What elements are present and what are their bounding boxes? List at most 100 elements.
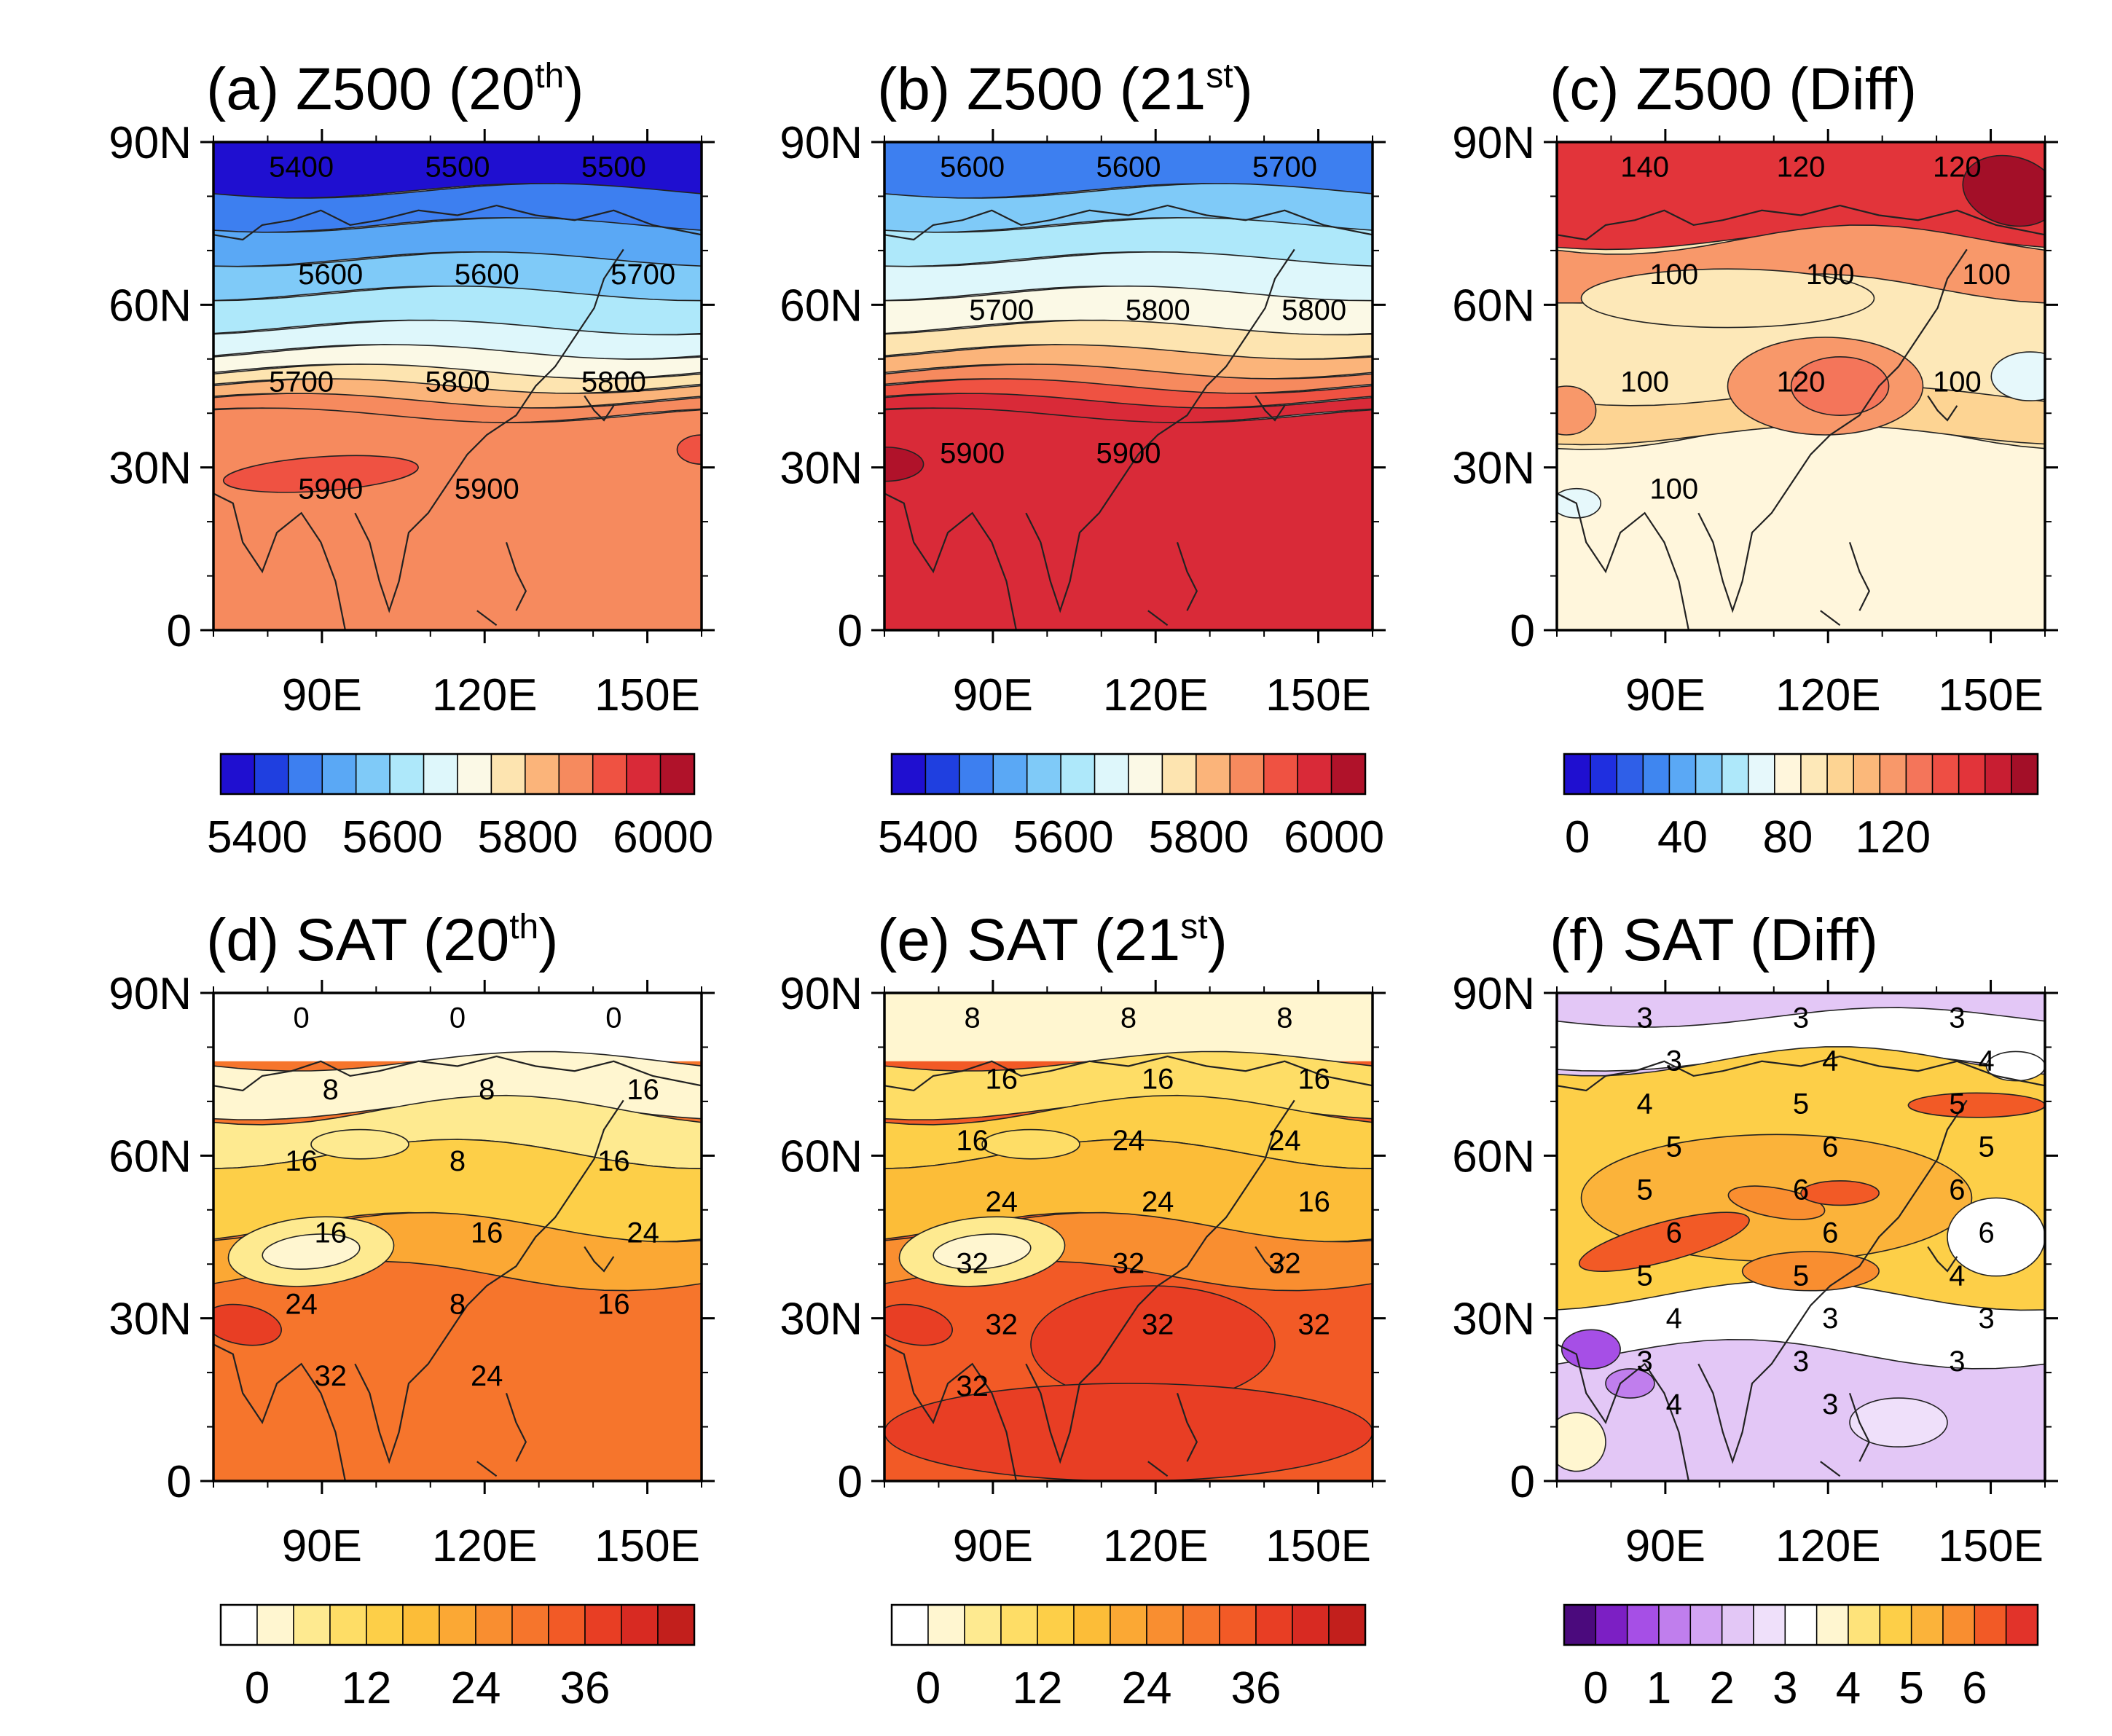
contour-label: 24 xyxy=(986,1186,1018,1218)
contour-label: 3 xyxy=(1666,1045,1682,1077)
x-tick-label: 120E xyxy=(1775,670,1881,720)
colorbar-swatch xyxy=(1255,1604,1293,1646)
colorbar-swatch xyxy=(1094,753,1129,795)
y-tick-label: 0 xyxy=(838,606,863,656)
colorbar-label: 120 xyxy=(1856,812,1931,863)
colorbar-label: 5600 xyxy=(1013,812,1114,863)
hot-region xyxy=(884,1383,1373,1481)
colorbar-swatch xyxy=(1590,753,1617,795)
coastline xyxy=(1820,1461,1841,1477)
x-tick-label: 150E xyxy=(1265,670,1371,720)
contour-label: 100 xyxy=(1649,474,1698,506)
colorbar-swatch xyxy=(1958,753,1986,795)
colorbar-swatch xyxy=(1263,753,1298,795)
contour-label: 32 xyxy=(1112,1247,1145,1279)
colorbar-swatch xyxy=(293,1604,331,1646)
colorbar-swatch xyxy=(659,753,695,795)
contour-label: 5800 xyxy=(1126,294,1190,326)
contour-label: 4 xyxy=(1978,1045,1994,1077)
contour-label: 32 xyxy=(315,1360,348,1392)
contour-label: 5500 xyxy=(581,152,646,184)
coastline xyxy=(505,1393,527,1462)
colorbar-swatch xyxy=(592,753,627,795)
colorbar-frame xyxy=(219,753,696,796)
high-anomaly-region xyxy=(222,455,419,493)
colorbar-swatch xyxy=(1848,1604,1881,1646)
panel-title-main: (b) Z500 (21 xyxy=(877,56,1206,122)
panel-title: (a) Z500 (20th) xyxy=(206,56,584,122)
contour-label: 3 xyxy=(1793,1002,1809,1034)
contour-label: 32 xyxy=(1298,1309,1330,1341)
colorbar-swatch xyxy=(1219,1604,1257,1646)
x-tick-label: 150E xyxy=(1938,1521,2044,1571)
colorbar-swatch xyxy=(891,753,927,795)
contour-label: 120 xyxy=(1777,366,1826,398)
contour-region xyxy=(310,1128,409,1160)
coastline xyxy=(1025,1099,1295,1464)
contour-label: 3 xyxy=(1636,1002,1652,1034)
contour-label: 5900 xyxy=(298,474,363,506)
contour-label: 16 xyxy=(471,1217,503,1249)
colorbar-swatch xyxy=(1328,1604,1366,1646)
colorbar-swatch xyxy=(1182,1604,1220,1646)
coastline xyxy=(1557,204,2045,241)
contour-label: 24 xyxy=(471,1360,503,1392)
max-warming-region xyxy=(1578,1211,1750,1273)
contour-label: 16 xyxy=(597,1289,630,1321)
panel-title-sup: th xyxy=(535,57,564,95)
contour-label: 5800 xyxy=(1281,294,1346,326)
max-anomaly-region xyxy=(1962,154,2045,227)
contour-label: 120 xyxy=(1933,152,1982,184)
y-tick-label: 30N xyxy=(109,444,192,494)
contour-label: 3 xyxy=(1793,1346,1809,1378)
map-frame xyxy=(1555,141,2046,632)
colorbar-label: 6 xyxy=(1962,1663,1987,1713)
y-tick-label: 30N xyxy=(780,444,863,494)
contour-region xyxy=(1557,385,1597,436)
contour-label: 16 xyxy=(285,1145,318,1177)
colorbar-label: 0 xyxy=(245,1663,270,1713)
colorbar-swatch xyxy=(288,753,323,795)
colorbar: 0 12 24 36 xyxy=(890,1603,1367,1713)
contour-label: 8 xyxy=(479,1074,495,1106)
contour-label: 5 xyxy=(1636,1174,1652,1206)
panel-title-sup: st xyxy=(1180,908,1207,946)
contour-band xyxy=(1557,1280,2045,1370)
colorbar-label: 12 xyxy=(342,1663,392,1713)
contour-label: 5600 xyxy=(455,259,519,291)
colorbar-label: 40 xyxy=(1657,812,1708,863)
colorbar: 5400 5600 5800 6000 xyxy=(207,753,713,863)
y-tick-label: 90N xyxy=(109,118,192,168)
colorbar: 0 12 24 36 xyxy=(219,1603,696,1713)
contour-label: 140 xyxy=(1620,152,1669,184)
y-tick-label: 60N xyxy=(109,1131,192,1182)
contour-label: 100 xyxy=(1933,366,1982,398)
x-tick-label: 120E xyxy=(1103,670,1209,720)
contour-label: 8 xyxy=(323,1074,339,1106)
coastline xyxy=(476,610,498,627)
colorbar-label: 24 xyxy=(451,1663,501,1713)
contour-label: 5700 xyxy=(269,366,334,398)
colorbar-frame xyxy=(1563,753,2039,796)
contour-label: 100 xyxy=(1620,366,1669,398)
contour-label: 5 xyxy=(1793,1088,1809,1120)
colorbar-swatch xyxy=(1595,1604,1628,1646)
colorbar-swatch xyxy=(891,1604,929,1646)
colorbar-label: 1 xyxy=(1646,1663,1671,1713)
contour-band xyxy=(213,251,702,302)
x-tick-label: 120E xyxy=(432,670,538,720)
colorbar-label: 0 xyxy=(916,1663,941,1713)
coastline xyxy=(1255,1246,1286,1273)
colorbar-label: 12 xyxy=(1013,1663,1063,1713)
colorbar-swatch xyxy=(366,1604,404,1646)
colorbar-swatch xyxy=(2005,1604,2038,1646)
colorbar-frame xyxy=(890,753,1367,796)
panel-title-close: ) xyxy=(1208,907,1228,973)
colorbar-swatch xyxy=(457,753,492,795)
colorbar-swatch xyxy=(1879,1604,1912,1646)
map-frame xyxy=(883,141,1374,632)
low-warming-region xyxy=(1849,1397,1948,1448)
contour-label: 8 xyxy=(1120,1002,1137,1034)
